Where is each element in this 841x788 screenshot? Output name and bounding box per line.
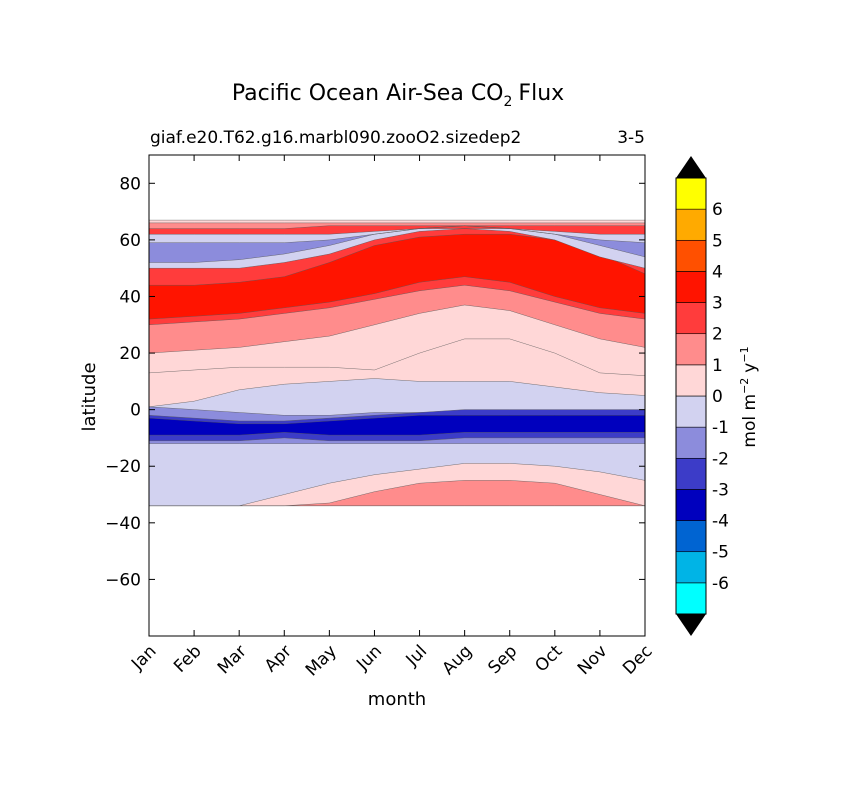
- x-tick-label: Sep: [484, 641, 521, 678]
- y-tick-label: 80: [119, 174, 141, 194]
- x-tick-label: Dec: [619, 641, 656, 678]
- colorbar-tick-label: -3: [712, 480, 729, 500]
- y-axis: 80 60 40 20 0 −20 −40 −60: [105, 174, 645, 590]
- colorbar-tick-label: 3: [712, 294, 723, 314]
- y-tick-label: −60: [105, 570, 141, 590]
- colorbar-swatch: [675, 395, 707, 428]
- year-range: 3-5: [617, 128, 645, 148]
- x-tick-label: Jul: [402, 641, 431, 670]
- colorbar-swatch: [675, 333, 707, 366]
- colorbar-swatch: [675, 271, 707, 303]
- y-tick-label: −20: [105, 457, 141, 477]
- chart-title: Pacific Ocean Air-Sea CO2 Flux: [232, 81, 564, 110]
- x-tick-label: Jan: [127, 641, 160, 674]
- colorbar-swatch: [675, 364, 707, 397]
- case-name: giaf.e20.T62.g16.marbl090.zooO2.sizedep2: [150, 128, 521, 148]
- colorbar-label: mol m−2y−1: [738, 346, 760, 447]
- x-tick-label: Apr: [261, 641, 296, 676]
- colorbar-tick-label: -5: [712, 543, 729, 563]
- colorbar-swatch: [675, 582, 707, 615]
- colorbar-swatch: [675, 551, 707, 584]
- colorbar-swatch: [675, 177, 707, 210]
- colorbar-swatch: [675, 208, 707, 241]
- x-tick-label: May: [302, 641, 341, 680]
- colorbar-extend-bottom: [676, 614, 706, 636]
- colorbar-tick-label: -6: [712, 574, 729, 594]
- colorbar-swatch: [675, 489, 707, 521]
- y-tick-label: −40: [105, 514, 141, 534]
- colorbar-tick-label: 0: [712, 387, 723, 407]
- colorbar-tick-label: 2: [712, 325, 723, 345]
- colorbar-swatch: [675, 426, 707, 459]
- flux-field: [148, 219, 646, 506]
- plot-frame: [148, 154, 646, 637]
- colorbar-tick-label: -2: [712, 449, 729, 469]
- x-tick-label: Nov: [574, 641, 612, 679]
- colorbar-swatch: [675, 302, 707, 335]
- colorbar-tick-label: -4: [712, 512, 729, 532]
- y-tick-label: 20: [119, 344, 141, 364]
- colorbar-swatch: [675, 239, 707, 272]
- colorbar-tick-label: 5: [712, 231, 723, 251]
- colorbar-tick-label: 6: [712, 200, 723, 220]
- colorbar: -6 -5 -4 -3 -2 -1 0 1 2 3 4 5 6: [675, 156, 729, 636]
- colorbar-swatch: [675, 520, 707, 553]
- x-tick-label: Aug: [439, 641, 477, 679]
- x-axis-label: month: [368, 689, 426, 710]
- y-tick-label: 60: [119, 231, 141, 251]
- colorbar-extend-top: [676, 156, 706, 178]
- colorbar-tick-label: 4: [712, 262, 723, 282]
- colorbar-frame: [675, 177, 707, 615]
- y-tick-label: 40: [119, 287, 141, 307]
- colorbar-tick-label: 1: [712, 356, 723, 376]
- y-tick-label: 0: [130, 401, 141, 421]
- plot-area: 80 60 40 20 0 −20 −40 −60 Jan Feb Mar Apr May Jun Jul…: [105, 154, 657, 680]
- y-axis-label: latitude: [79, 362, 100, 431]
- x-tick-label: Feb: [170, 641, 205, 676]
- colorbar-swatch: [675, 457, 707, 490]
- x-tick-label: Mar: [214, 641, 251, 678]
- x-tick-label: Oct: [531, 641, 566, 676]
- x-tick-label: Jun: [352, 641, 386, 675]
- colorbar-tick-label: -1: [712, 418, 729, 438]
